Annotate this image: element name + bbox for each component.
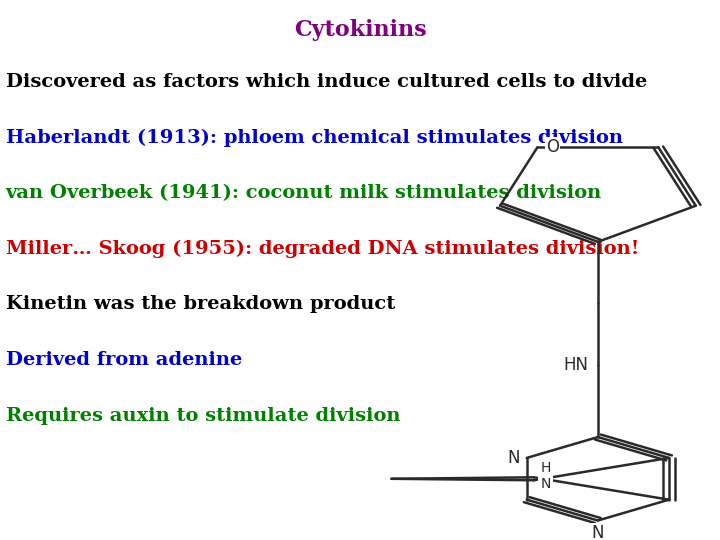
Text: N: N xyxy=(592,524,604,540)
Text: Cytokinins: Cytokinins xyxy=(294,19,426,41)
Text: Discovered as factors which induce cultured cells to divide: Discovered as factors which induce cultu… xyxy=(6,73,647,91)
Text: Haberlandt (1913): phloem chemical stimulates division: Haberlandt (1913): phloem chemical stimu… xyxy=(6,129,623,147)
Text: Requires auxin to stimulate division: Requires auxin to stimulate division xyxy=(6,407,400,424)
Text: Miller… Skoog (1955): degraded DNA stimulates division!: Miller… Skoog (1955): degraded DNA stimu… xyxy=(6,240,639,258)
Text: HN: HN xyxy=(563,356,588,374)
Text: N: N xyxy=(507,449,520,467)
Text: van Overbeek (1941): coconut milk stimulates division: van Overbeek (1941): coconut milk stimul… xyxy=(6,184,602,202)
Text: Kinetin was the breakdown product: Kinetin was the breakdown product xyxy=(6,295,395,313)
Text: Derived from adenine: Derived from adenine xyxy=(6,351,242,369)
Text: H
N: H N xyxy=(541,461,552,491)
Text: N: N xyxy=(539,471,552,489)
Text: O: O xyxy=(546,138,559,156)
